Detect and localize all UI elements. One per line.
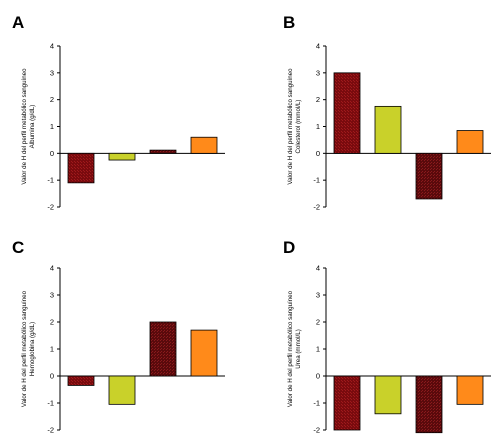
panel-a: A -2 -1 0 1 2 3 4 Valor de H del perfil metabóli… xyxy=(12,13,225,212)
y-tick-label: 0 xyxy=(50,372,54,381)
y-tick-label: 0 xyxy=(316,372,320,381)
y-tick-label: 0 xyxy=(50,149,54,158)
y-tick-label: 2 xyxy=(316,318,320,327)
y-axis-label: Valor de H del perfil metabólico sanguín… xyxy=(21,68,28,185)
y-tick-label: 1 xyxy=(316,122,320,131)
y-tick-label: 1 xyxy=(50,122,54,131)
y-tick-label: 3 xyxy=(50,68,54,77)
y-axis-label: Valor de H del perfil metabólico sanguín… xyxy=(21,290,28,407)
y-tick-label: 2 xyxy=(50,318,54,327)
y-tick-label: 0 xyxy=(316,149,320,158)
bar xyxy=(415,152,443,200)
bar xyxy=(333,72,361,154)
panel-letter: C xyxy=(12,238,24,257)
panel-c: C -2 -1 0 1 2 3 4 Valor de H del perfil metabóli… xyxy=(12,238,225,435)
panel-b: B -2 -1 0 1 2 3 4 Valor de H del perfil metabóli… xyxy=(283,13,491,212)
bar xyxy=(108,375,136,405)
y-tick-label: -2 xyxy=(47,426,54,435)
y-tick-label: -2 xyxy=(313,203,320,212)
bar xyxy=(456,375,484,405)
panel-d: D -2 -1 0 1 2 3 4 Valor de H del perfil metabóli… xyxy=(283,238,491,435)
y-axis-unit-label: Hemoglobina (g/dL) xyxy=(29,322,36,376)
bar xyxy=(190,136,218,154)
panel-letter: D xyxy=(283,238,295,257)
bar xyxy=(456,130,484,154)
bar xyxy=(108,152,136,161)
y-tick-label: 4 xyxy=(50,264,54,273)
y-axis-unit-label: Colesterol (mmol/L) xyxy=(295,100,302,154)
y-tick-label: 1 xyxy=(316,345,320,354)
y-tick-label: 1 xyxy=(50,345,54,354)
panel-letter: B xyxy=(283,13,295,32)
bar xyxy=(67,152,95,184)
y-tick-label: 4 xyxy=(316,42,320,51)
bar xyxy=(333,375,361,431)
y-tick-label: -2 xyxy=(313,426,320,435)
y-tick-label: 3 xyxy=(50,291,54,300)
bar xyxy=(190,329,218,377)
y-tick-label: 3 xyxy=(316,68,320,77)
y-tick-label: -1 xyxy=(47,176,54,185)
bar xyxy=(149,321,177,377)
panel-letter: A xyxy=(12,13,24,32)
y-tick-label: -2 xyxy=(47,203,54,212)
y-axis-label: Valor de H del perfil metabólico sanguín… xyxy=(287,290,294,407)
y-tick-label: 4 xyxy=(316,264,320,273)
y-tick-label: 4 xyxy=(50,42,54,51)
y-tick-label: 3 xyxy=(316,291,320,300)
y-tick-label: -1 xyxy=(313,176,320,185)
y-tick-label: 2 xyxy=(50,95,54,104)
bar xyxy=(67,375,95,386)
y-tick-label: 2 xyxy=(316,95,320,104)
bar xyxy=(149,149,177,154)
y-axis-unit-label: Albumina (g/dL) xyxy=(29,105,36,149)
y-tick-label: -1 xyxy=(313,399,320,408)
bar xyxy=(374,375,402,415)
y-tick-label: -1 xyxy=(47,399,54,408)
bar xyxy=(415,375,443,434)
bar xyxy=(374,105,402,154)
y-axis-label: Valor de H del perfil metabólico sanguín… xyxy=(287,68,294,185)
y-axis-unit-label: Urea (mmol/L) xyxy=(295,329,302,369)
